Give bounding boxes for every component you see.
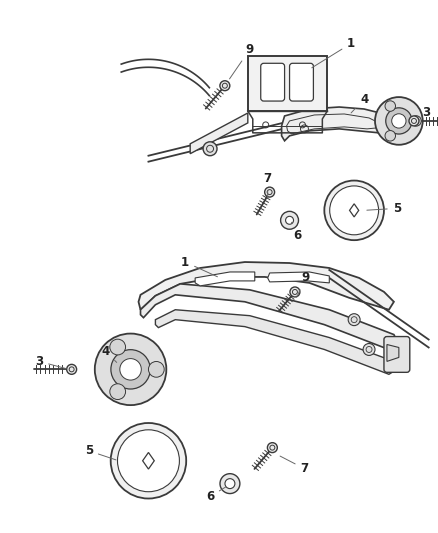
Circle shape: [410, 116, 420, 126]
Text: 5: 5: [85, 445, 116, 460]
Text: 9: 9: [229, 43, 253, 79]
Text: 6: 6: [205, 487, 225, 503]
Polygon shape: [386, 344, 398, 361]
Circle shape: [203, 142, 216, 156]
Circle shape: [264, 187, 274, 197]
Text: 5: 5: [366, 202, 400, 215]
Text: 4: 4: [101, 345, 117, 362]
FancyBboxPatch shape: [289, 63, 313, 101]
Circle shape: [117, 430, 179, 492]
Circle shape: [374, 97, 422, 145]
Text: 1: 1: [181, 255, 217, 277]
Circle shape: [95, 334, 166, 405]
Circle shape: [285, 216, 293, 224]
Polygon shape: [190, 113, 247, 154]
Text: 3: 3: [35, 355, 66, 369]
Text: 7: 7: [279, 456, 308, 475]
Circle shape: [290, 287, 299, 297]
Circle shape: [224, 479, 234, 489]
Circle shape: [329, 186, 378, 235]
Circle shape: [219, 474, 239, 494]
Circle shape: [408, 116, 418, 126]
Circle shape: [385, 108, 411, 134]
Polygon shape: [281, 107, 388, 141]
Circle shape: [110, 423, 186, 498]
Circle shape: [67, 365, 77, 374]
Circle shape: [267, 443, 277, 453]
Circle shape: [324, 181, 383, 240]
Circle shape: [384, 101, 395, 111]
Circle shape: [111, 350, 150, 389]
Polygon shape: [267, 272, 328, 283]
Circle shape: [110, 339, 125, 355]
Text: 7: 7: [263, 172, 271, 198]
Circle shape: [391, 114, 405, 128]
Text: 3: 3: [418, 107, 430, 121]
Circle shape: [110, 384, 125, 400]
Text: 9: 9: [296, 271, 309, 297]
FancyBboxPatch shape: [247, 56, 327, 111]
Text: 4: 4: [350, 93, 367, 113]
Polygon shape: [138, 262, 393, 310]
Polygon shape: [195, 272, 254, 286]
FancyBboxPatch shape: [383, 336, 409, 373]
Circle shape: [280, 212, 298, 229]
Circle shape: [120, 359, 141, 380]
Circle shape: [148, 361, 164, 377]
Text: 1: 1: [311, 37, 354, 68]
Circle shape: [384, 131, 395, 141]
Circle shape: [362, 343, 374, 356]
Circle shape: [347, 314, 359, 326]
FancyBboxPatch shape: [260, 63, 284, 101]
Circle shape: [219, 80, 230, 91]
Polygon shape: [155, 310, 396, 374]
Polygon shape: [140, 284, 398, 351]
Text: 6: 6: [291, 222, 301, 241]
